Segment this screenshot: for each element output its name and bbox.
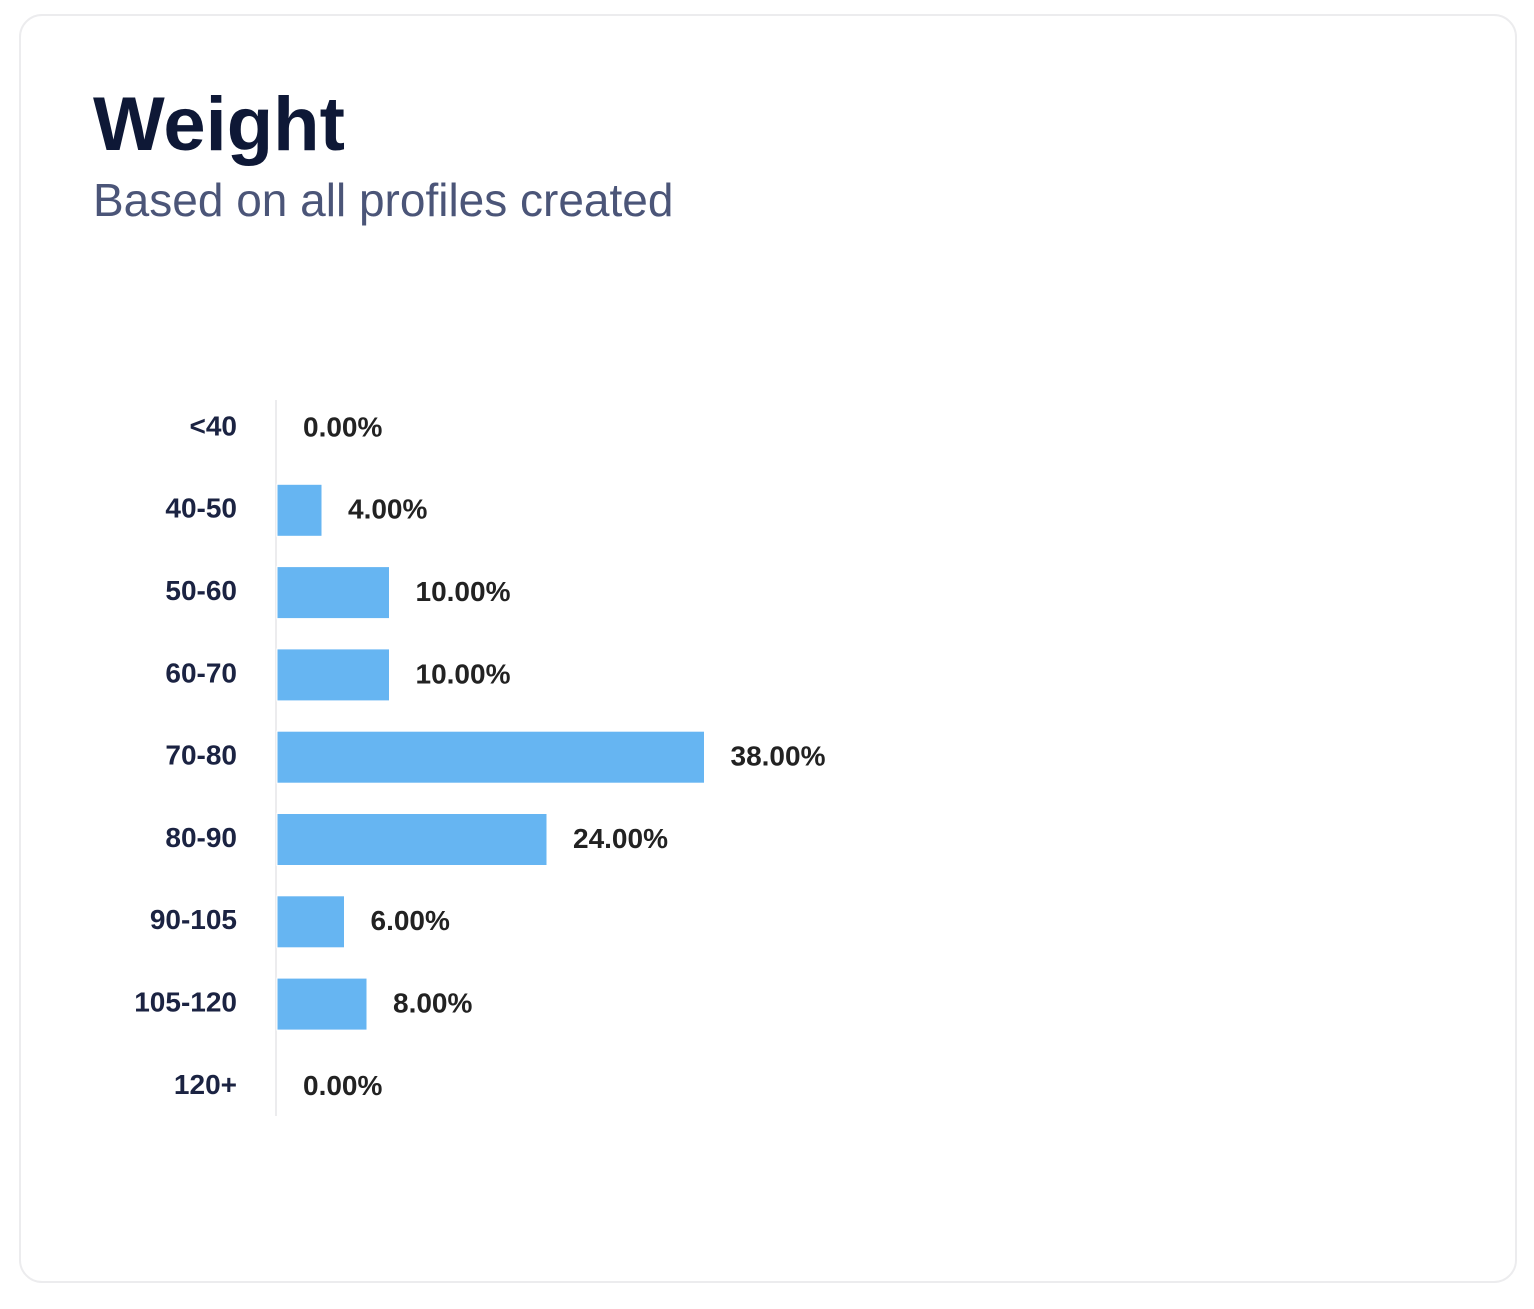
- bar: [276, 895, 345, 949]
- value-label: 8.00%: [393, 987, 472, 1018]
- y-tick-label: 40-50: [165, 493, 237, 524]
- y-tick-label: <40: [190, 410, 238, 441]
- value-label: 10.00%: [416, 576, 511, 607]
- bar: [276, 648, 390, 702]
- bar: [276, 730, 705, 784]
- bar: [276, 813, 548, 866]
- value-label: 38.00%: [731, 741, 826, 772]
- y-tick-label: 60-70: [165, 657, 237, 688]
- value-label: 6.00%: [371, 905, 450, 936]
- y-tick-label: 120+: [174, 1069, 237, 1100]
- value-label: 4.00%: [348, 494, 427, 525]
- y-tick-label: 80-90: [165, 822, 237, 853]
- bar: [276, 483, 323, 537]
- chart-subtitle: Based on all profiles created: [93, 174, 673, 226]
- bar: [276, 977, 368, 1031]
- value-label: 24.00%: [573, 823, 668, 854]
- y-tick-label: 70-80: [165, 740, 237, 771]
- y-tick-label: 50-60: [165, 575, 237, 606]
- y-tick-label: 105-120: [134, 986, 237, 1017]
- chart-title: Weight: [93, 82, 345, 167]
- value-label: 10.00%: [416, 658, 511, 689]
- card: [19, 14, 1517, 1283]
- bar: [276, 566, 390, 620]
- value-label: 0.00%: [303, 411, 382, 442]
- y-tick-label: 90-105: [150, 904, 237, 935]
- value-label: 0.00%: [303, 1070, 382, 1101]
